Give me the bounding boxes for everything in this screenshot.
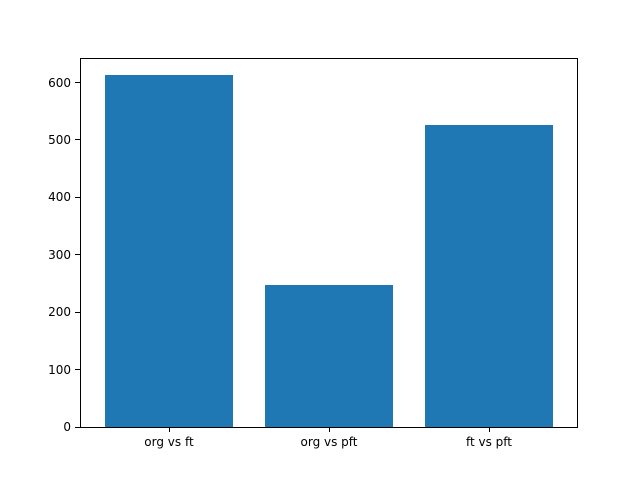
- y-tick-mark: [75, 82, 80, 84]
- y-tick-mark: [75, 139, 80, 141]
- x-tick-mark: [168, 427, 170, 432]
- x-tick-label: ft vs pft: [465, 435, 513, 449]
- y-tick-label: 0: [63, 420, 71, 434]
- y-tick-label: 500: [48, 132, 71, 147]
- bar-org-vs-pft: [265, 285, 393, 427]
- y-tick-mark: [75, 311, 80, 313]
- x-tick-mark: [488, 427, 490, 432]
- y-tick-label: 200: [48, 305, 71, 320]
- y-tick-label: 400: [48, 190, 71, 205]
- y-tick-label: 300: [48, 247, 71, 262]
- x-tick-label: org vs ft: [144, 435, 194, 449]
- y-tick-mark: [75, 369, 80, 371]
- y-tick-label: 600: [48, 75, 71, 90]
- y-tick-mark: [75, 196, 80, 198]
- y-tick-mark: [75, 426, 80, 428]
- x-tick-mark: [328, 427, 330, 432]
- bar-ft-vs-pft: [425, 125, 553, 427]
- y-tick-mark: [75, 254, 80, 256]
- x-tick-label: org vs pft: [300, 435, 358, 449]
- bar-org-vs-ft: [105, 75, 233, 427]
- y-tick-label: 100: [48, 362, 71, 377]
- plot-area: org vs ft org vs pft ft vs pft 0 100 200 300 40…: [48, 58, 578, 449]
